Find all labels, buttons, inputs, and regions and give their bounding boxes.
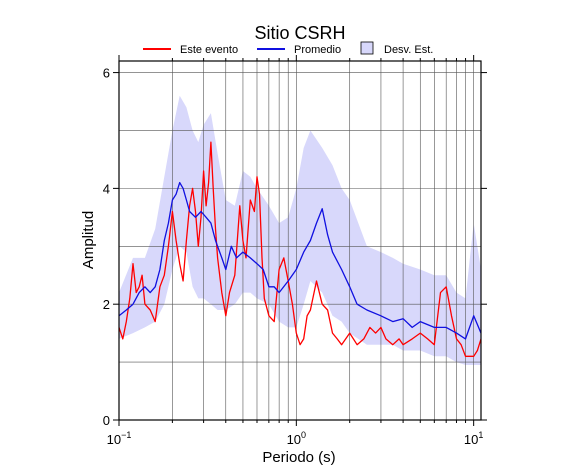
x-axis-label: Periodo (s) <box>262 449 335 466</box>
y-tick-label: 6 <box>103 66 110 81</box>
chart-title: Sitio CSRH <box>254 23 345 43</box>
series-line-este-evento <box>119 141 481 357</box>
series-line-promedio <box>119 181 481 340</box>
legend-label-este-evento: Este evento <box>180 44 238 56</box>
legend-label-promedio: Promedio <box>294 44 341 56</box>
x-tick-label: 101 <box>464 430 483 447</box>
series-layer <box>119 141 481 357</box>
legend-swatch-desv-est <box>360 41 374 55</box>
x-tick-label: 100 <box>287 430 306 447</box>
chart-legend: Este evento Promedio Desv. Est. <box>143 41 433 56</box>
plot-frame <box>118 60 482 421</box>
y-axis-label: Amplitud <box>80 211 97 269</box>
y-tick-label: 2 <box>103 297 110 312</box>
tick-layer: 0 2 4 6 10−1 100 101 <box>103 55 487 447</box>
y-tick-label: 4 <box>103 181 110 196</box>
grid-layer <box>118 61 481 420</box>
y-tick-label: 0 <box>103 413 110 428</box>
legend-label-desv-est: Desv. Est. <box>384 44 433 56</box>
x-tick-label: 10−1 <box>107 430 132 447</box>
